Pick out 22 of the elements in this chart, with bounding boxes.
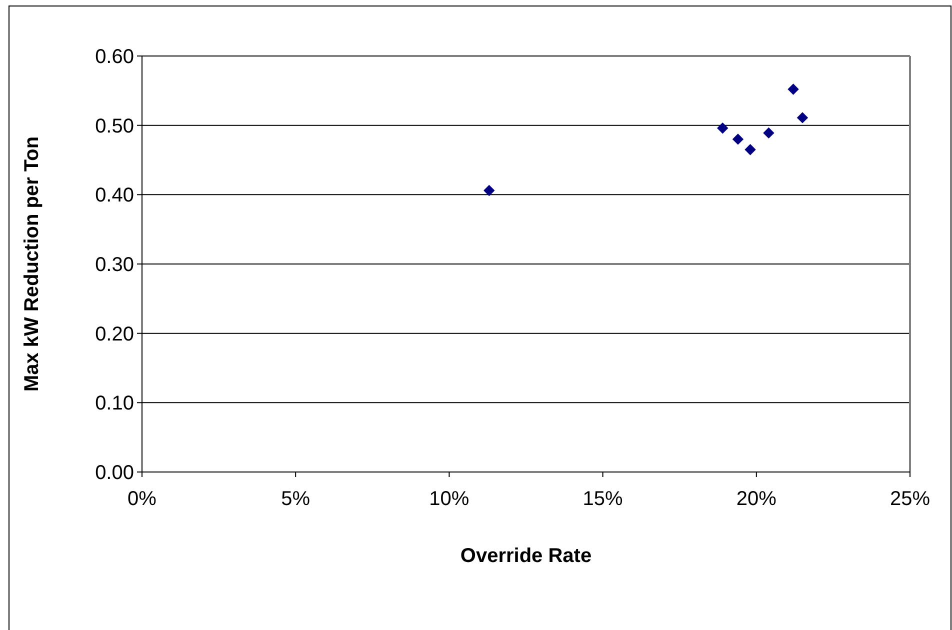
point [788,84,799,95]
y-axis-title: Max kW Reduction per Ton [21,136,43,392]
x-tick-label: 5% [281,488,310,510]
y-tick-label: 0.20 [95,323,134,346]
point [732,134,744,145]
x-tick-label: 10% [429,488,470,510]
y-tick-label: 0.40 [95,184,134,207]
y-tick-label: 0.30 [95,254,134,276]
x-tick-label: 0% [128,488,157,510]
point [484,184,495,196]
y-tick-label: 0.00 [95,462,134,484]
y-tick-label: 0.60 [95,46,134,68]
x-tick-label: 20% [736,488,777,510]
x-axis-title: Override Rate [460,545,592,567]
point [717,122,728,134]
point [796,112,808,124]
x-tick-label: 25% [890,488,930,510]
point [744,144,756,156]
y-tick-label: 0.10 [95,392,134,415]
x-tick-label: 15% [582,488,624,510]
y-tick-label: 0.50 [95,115,134,138]
point [763,127,774,139]
